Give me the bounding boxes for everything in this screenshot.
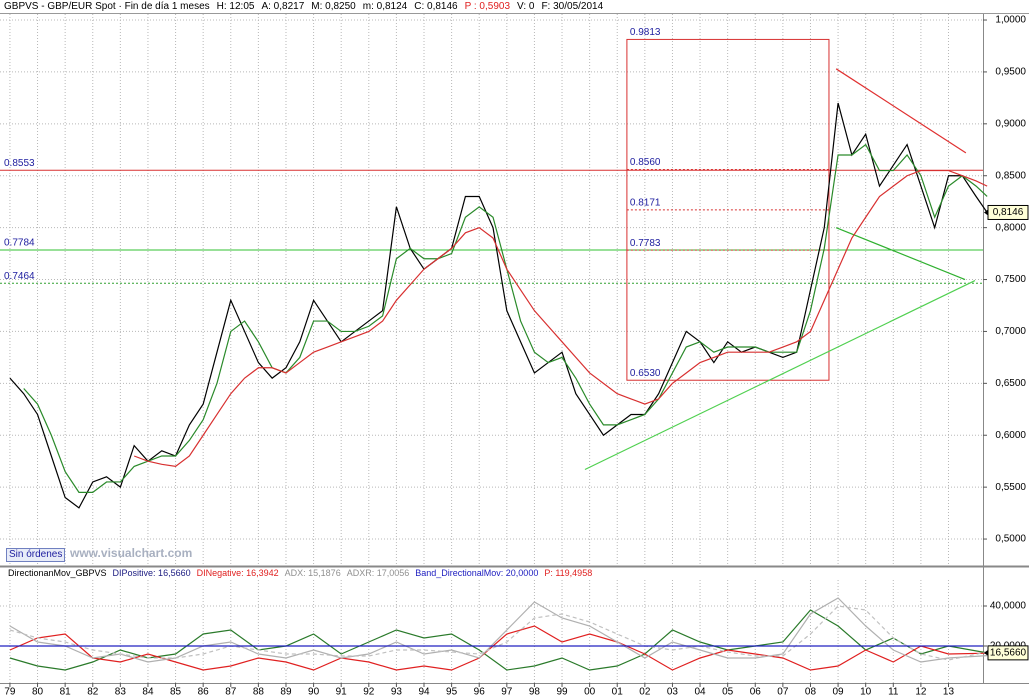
x-tick-label: 89 — [280, 687, 292, 698]
x-tick-label: 05 — [722, 687, 734, 698]
x-tick-label: 97 — [501, 687, 513, 698]
x-tick-label: 83 — [115, 687, 127, 698]
fib-label: 0.6530 — [630, 368, 661, 379]
series-line — [23, 143, 988, 493]
legend-entry: DIPositive: 16,5660 — [112, 568, 191, 578]
x-tick-label: 79 — [4, 687, 16, 698]
indicator-note: P: 119,4958 — [544, 568, 593, 578]
x-tick-label: 88 — [253, 687, 265, 698]
x-tick-label: 98 — [529, 687, 541, 698]
y-tick-label: 0,8500 — [995, 170, 1026, 181]
trend-line — [835, 227, 966, 281]
x-tick-label: 84 — [142, 687, 154, 698]
series-line — [9, 605, 988, 661]
x-tick-label: 81 — [60, 687, 72, 698]
x-tick-label: 99 — [556, 687, 568, 698]
y-tick-label: 0,9000 — [995, 118, 1026, 129]
x-tick-label: 09 — [833, 687, 845, 698]
fib-label: 0.9813 — [630, 27, 661, 38]
x-tick-label: 82 — [87, 687, 99, 698]
fib-label: 0.8560 — [630, 157, 661, 168]
chart-header: GBPVS - GBP/EUR Spot · Fin de día 1 mese… — [4, 0, 603, 13]
y-tick-label: 0,7500 — [995, 274, 1026, 285]
orders-button[interactable]: Sin órdenes — [6, 548, 66, 562]
level-label: 0.7784 — [4, 238, 35, 249]
x-tick-label: 86 — [198, 687, 210, 698]
trend-line — [835, 68, 967, 154]
legend-entry: DINegative: 16,3942 — [196, 568, 279, 578]
series-line — [9, 102, 988, 509]
y-tick-label: 0,8000 — [995, 222, 1026, 233]
last-value-pointer — [984, 649, 988, 656]
legend-entry: ADXR: 17,0056 — [346, 568, 410, 578]
indicator-title: DirectionanMov_GBPVS — [8, 568, 107, 578]
last-value-pointer — [984, 209, 988, 216]
legend-entry: ADX: 15,1876 — [284, 568, 341, 578]
x-tick-label: 87 — [225, 687, 237, 698]
x-tick-label: 00 — [584, 687, 596, 698]
x-tick-label: 94 — [418, 687, 430, 698]
x-tick-label: 08 — [805, 687, 817, 698]
x-tick-label: 12 — [915, 687, 927, 698]
fib-label: 0.8171 — [630, 198, 661, 209]
x-tick-label: 02 — [639, 687, 651, 698]
x-tick-label: 13 — [943, 687, 955, 698]
header-item: H: 12:05 — [216, 1, 255, 12]
x-tick-label: 04 — [694, 687, 706, 698]
y-tick-label: 0,5500 — [995, 482, 1026, 493]
x-tick-label: 07 — [777, 687, 789, 698]
y-tick-label: 0,5000 — [995, 534, 1026, 545]
header-item: M: 0,8250 — [311, 1, 356, 12]
indicator-header: DirectionanMov_GBPVS DIPositive: 16,5660 D… — [8, 568, 592, 579]
x-tick-label: 91 — [336, 687, 348, 698]
y-tick-label: 0,9500 — [995, 67, 1026, 78]
x-tick-label: 06 — [750, 687, 762, 698]
y-tick-label: 1,0000 — [995, 15, 1026, 26]
watermark: www.visualchart.com — [70, 546, 193, 560]
y-tick-label: 0,6500 — [995, 378, 1026, 389]
x-tick-label: 03 — [667, 687, 679, 698]
last-value-label: 16,5660 — [990, 648, 1027, 659]
x-tick-label: 11 — [888, 687, 899, 698]
header-item: m: 0,8124 — [362, 1, 408, 12]
series-line — [9, 597, 988, 663]
x-tick-label: 01 — [612, 687, 624, 698]
series-line — [133, 169, 988, 468]
x-tick-label: 80 — [32, 687, 44, 698]
header-item: GBPVS - GBP/EUR Spot · Fin de día 1 mese… — [4, 1, 210, 12]
header-item: P : 0,5903 — [464, 1, 511, 12]
header-item: F: 30/05/2014 — [541, 1, 604, 12]
fib-label: 0.7783 — [630, 238, 661, 249]
series-line — [9, 609, 988, 671]
header-item: V: 0 — [517, 1, 535, 12]
level-label: 0.7464 — [4, 271, 35, 282]
x-tick-label: 95 — [446, 687, 458, 698]
trend-line — [584, 280, 976, 471]
x-tick-label: 85 — [170, 687, 182, 698]
y-tick-label: 0,6000 — [995, 430, 1026, 441]
x-tick-label: 93 — [391, 687, 403, 698]
y-tick-label: 40,0000 — [990, 601, 1027, 612]
x-tick-label: 10 — [860, 687, 872, 698]
header-item: A: 0,8217 — [261, 1, 305, 12]
x-tick-label: 96 — [474, 687, 486, 698]
x-tick-label: 90 — [308, 687, 320, 698]
last-value-box — [987, 645, 1029, 661]
last-value-box — [987, 204, 1029, 220]
y-tick-label: 0,7000 — [995, 326, 1026, 337]
header-item: C: 0,8146 — [414, 1, 458, 12]
last-value-label: 0,8146 — [993, 207, 1024, 218]
level-label: 0.8553 — [4, 158, 35, 169]
legend-entry: Band_DirectionalMov: 20,0000 — [415, 568, 539, 578]
x-tick-label: 92 — [363, 687, 375, 698]
